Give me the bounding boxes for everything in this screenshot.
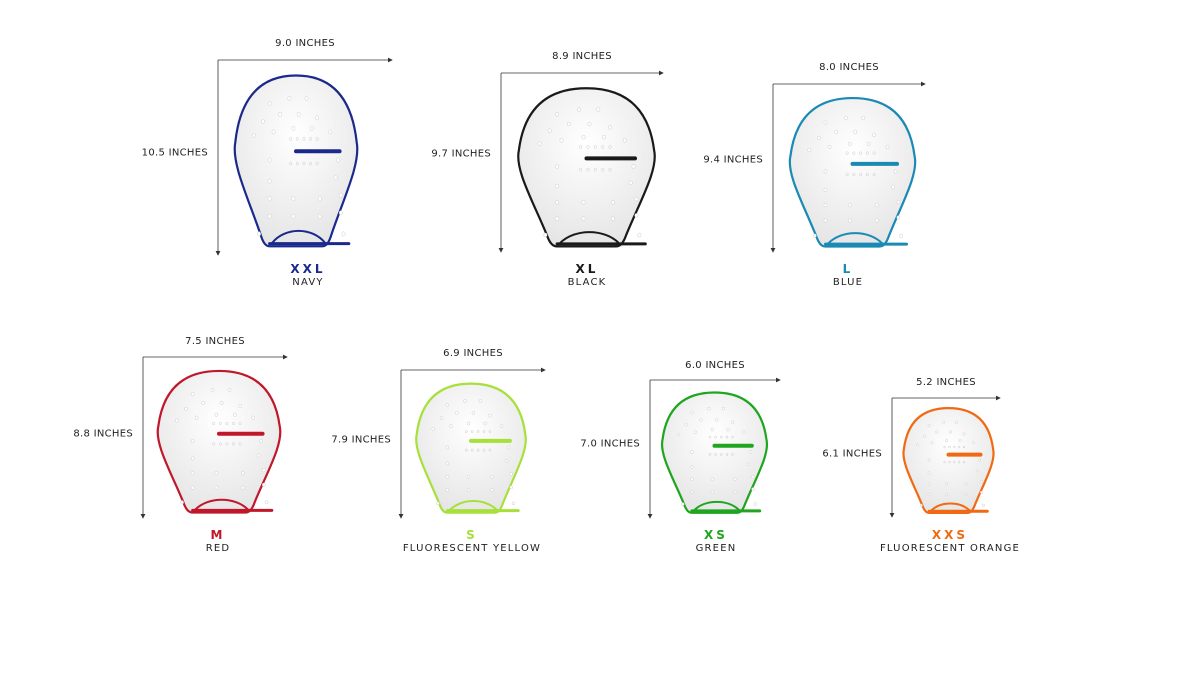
hand-paddle-image <box>518 88 655 246</box>
wrist-strap <box>931 503 970 510</box>
hand-paddle-image <box>790 98 915 246</box>
paddle-diagram-xxs <box>889 395 1001 518</box>
wrist-strap <box>694 502 739 510</box>
paddle-diagram-xl <box>498 70 664 253</box>
paddle-diagram-m <box>140 354 288 519</box>
wrist-strap <box>195 500 248 510</box>
hand-paddle-image <box>235 76 358 247</box>
paddle-diagram-xs <box>647 377 781 519</box>
paddle-diagram-xxl <box>215 57 393 256</box>
hand-paddle-image <box>903 408 993 513</box>
hand-paddle-image <box>416 384 526 513</box>
hand-paddle-image <box>662 392 767 512</box>
paddle-diagram-s <box>398 367 546 519</box>
wrist-strap <box>272 231 325 243</box>
hand-paddle-image <box>158 371 281 513</box>
paddle-diagram-l <box>770 81 926 253</box>
wrist-strap <box>828 233 882 243</box>
wrist-strap <box>450 501 497 510</box>
wrist-strap <box>560 232 619 243</box>
